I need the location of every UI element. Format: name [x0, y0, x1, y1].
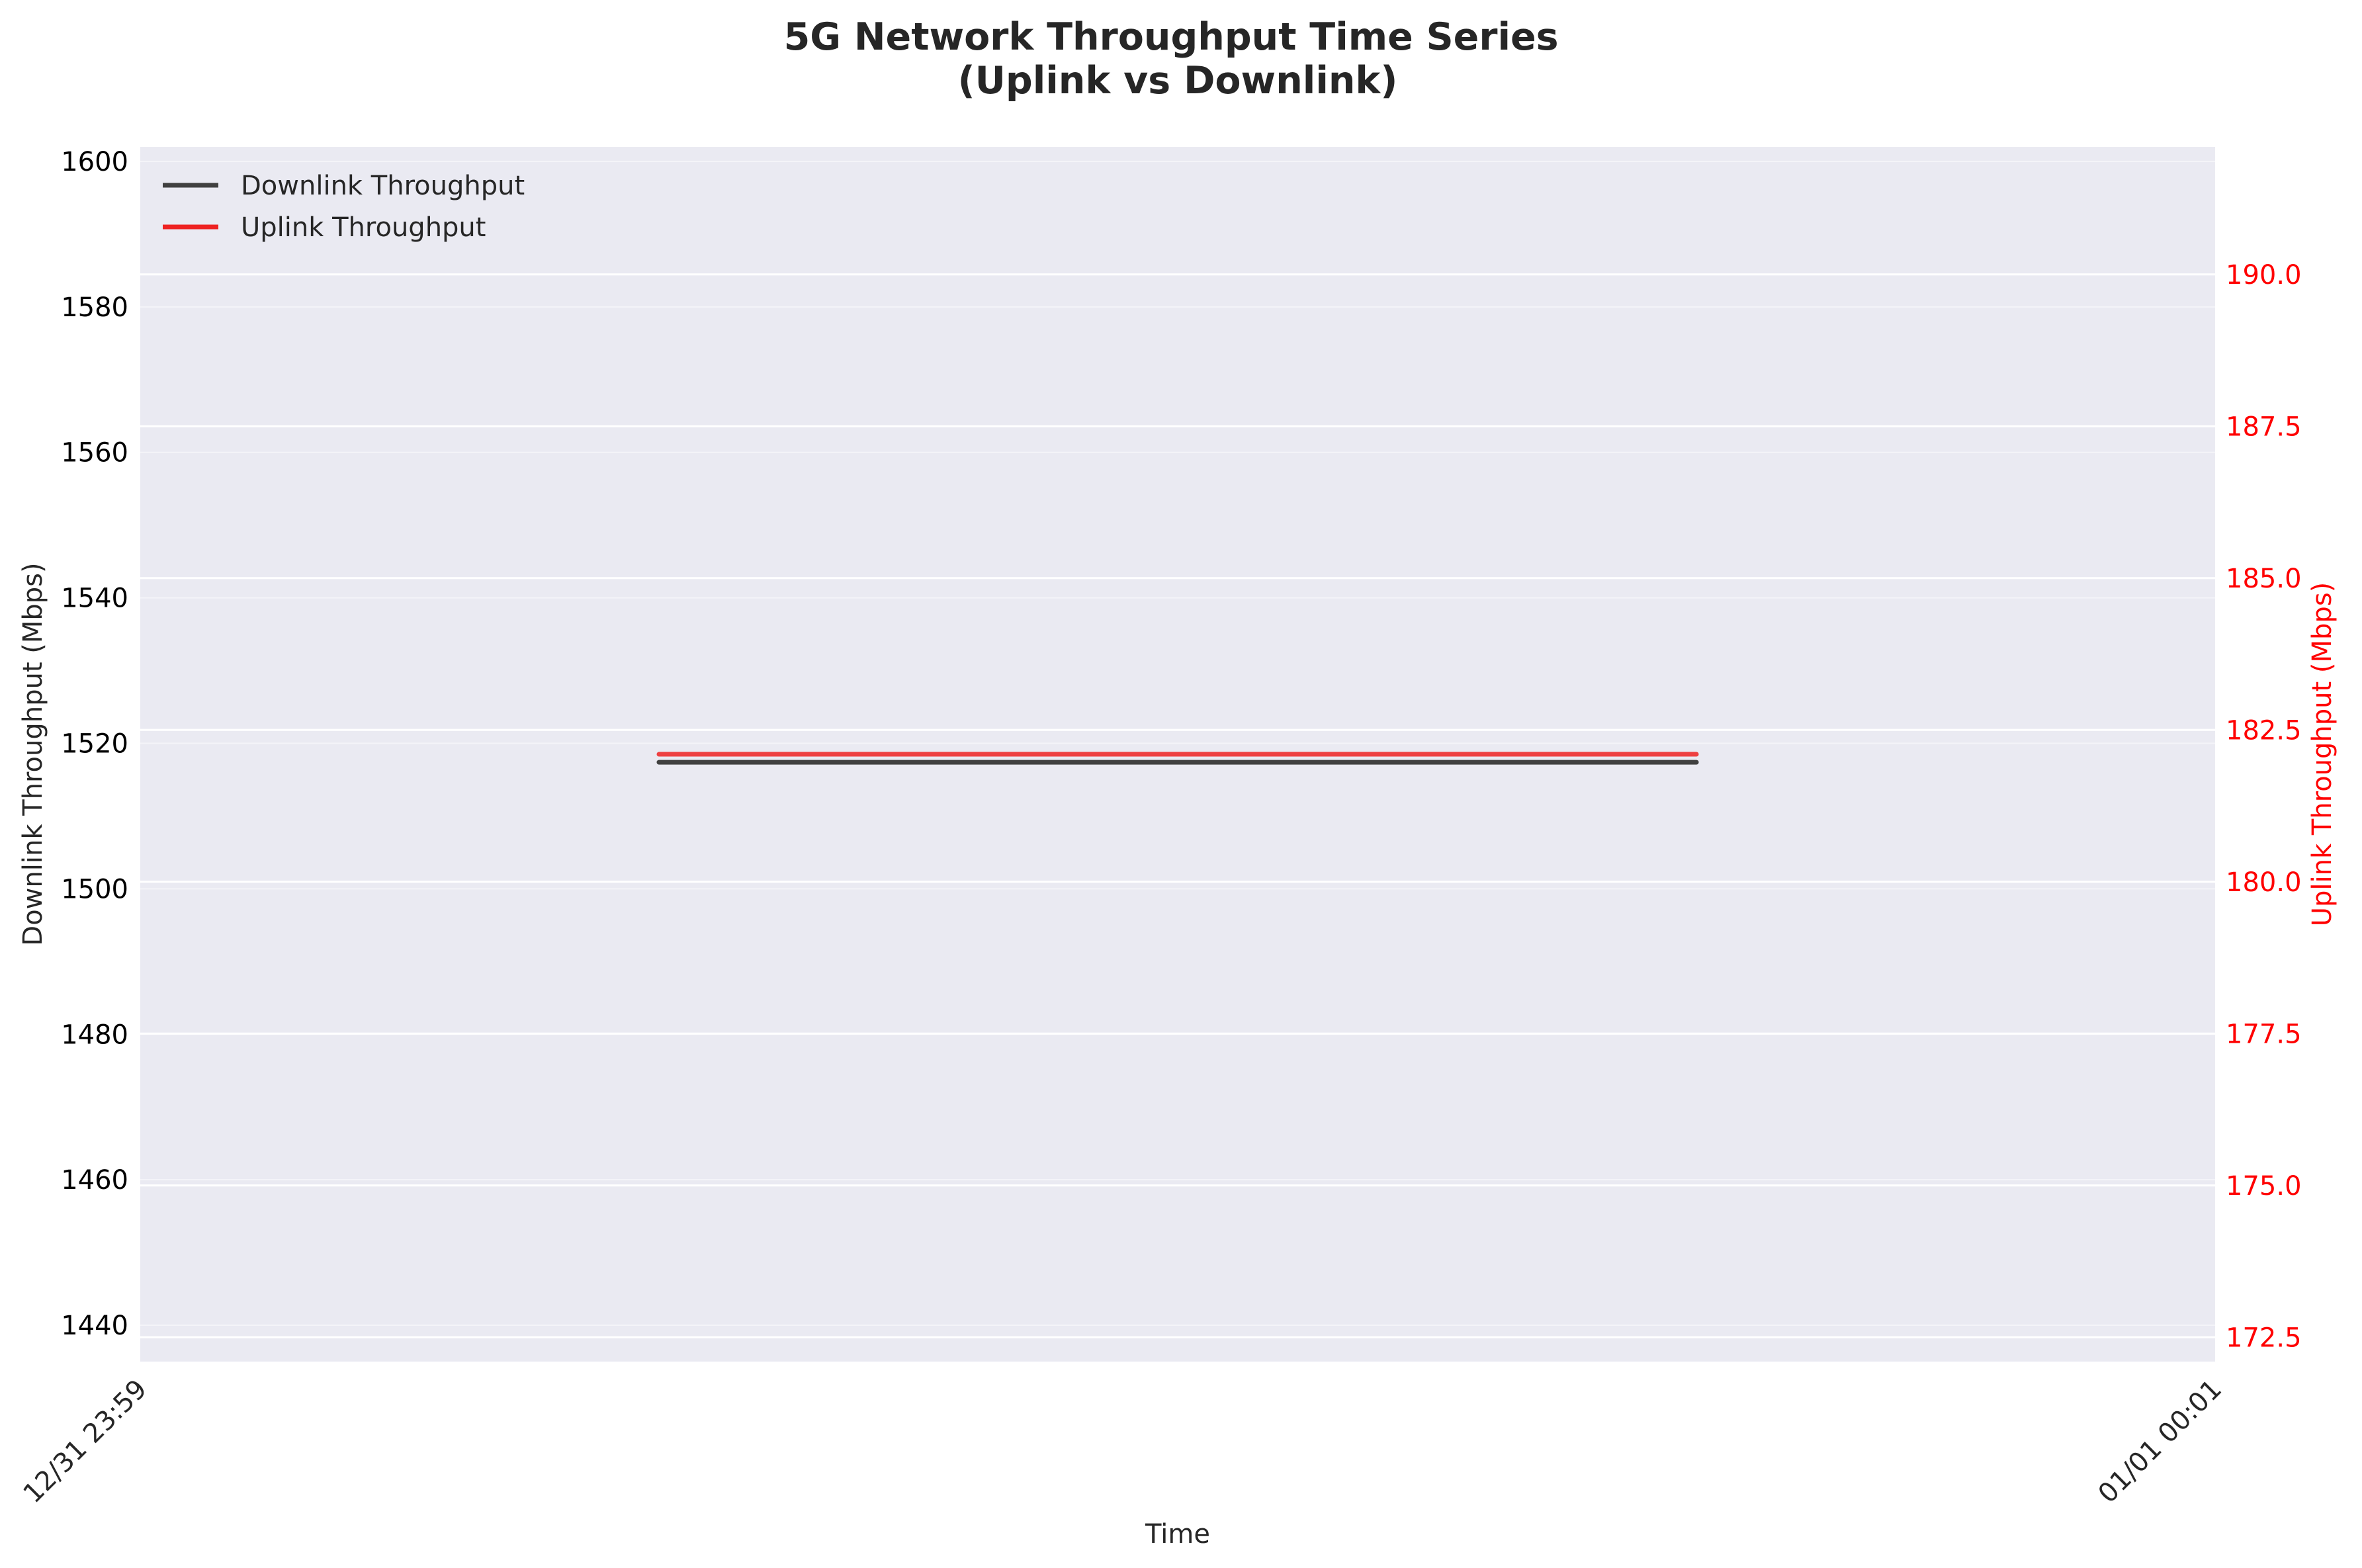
legend: Downlink Throughput Uplink Throughput [163, 171, 525, 243]
left-tick-label: 1560 [61, 438, 128, 468]
chart-title: 5G Network Throughput Time Series (Uplin… [784, 15, 1572, 103]
series-layer [656, 752, 1699, 765]
right-tick-label: 172.5 [2226, 1323, 2302, 1353]
left-tick-label: 1460 [61, 1165, 128, 1196]
right-tick-label: 190.0 [2226, 260, 2302, 290]
right-tick-label: 187.5 [2226, 412, 2302, 442]
legend-label: Uplink Throughput [241, 212, 486, 243]
left-tick-label: 1480 [61, 1020, 128, 1050]
legend-label: Downlink Throughput [241, 171, 525, 201]
right-axis-label: Uplink Throughput (Mbps) [2307, 582, 2338, 927]
chart-title-line-1: 5G Network Throughput Time Series [784, 15, 1559, 59]
grid-left [140, 160, 2215, 1327]
left-tick-label: 1440 [61, 1311, 128, 1341]
right-tick-label: 175.0 [2226, 1171, 2302, 1201]
left-tick-label: 1580 [61, 292, 128, 323]
x-axis-label: Time [1145, 1519, 1210, 1549]
left-tick-label: 1520 [61, 729, 128, 760]
left-tick-label: 1600 [61, 147, 128, 177]
right-tick-label: 180.0 [2226, 867, 2302, 898]
left-axis-label: Downlink Throughput (Mbps) [18, 562, 48, 945]
right-tick-label: 185.0 [2226, 564, 2302, 594]
right-tick-label: 182.5 [2226, 715, 2302, 746]
left-tick-label: 1500 [61, 874, 128, 904]
left-axis-ticks: 1440 1460 1480 1500 1520 1540 1560 1580 1600 [61, 147, 128, 1341]
right-axis-ticks: 172.5 175.0 177.5 180.0 182.5 185.0 187.5 190.0 [2226, 260, 2302, 1354]
chart-title-line-2: (Uplink vs Downlink) [958, 59, 1398, 103]
right-tick-label: 177.5 [2226, 1019, 2302, 1049]
grid-right [140, 273, 2215, 1338]
left-tick-label: 1540 [61, 584, 128, 614]
